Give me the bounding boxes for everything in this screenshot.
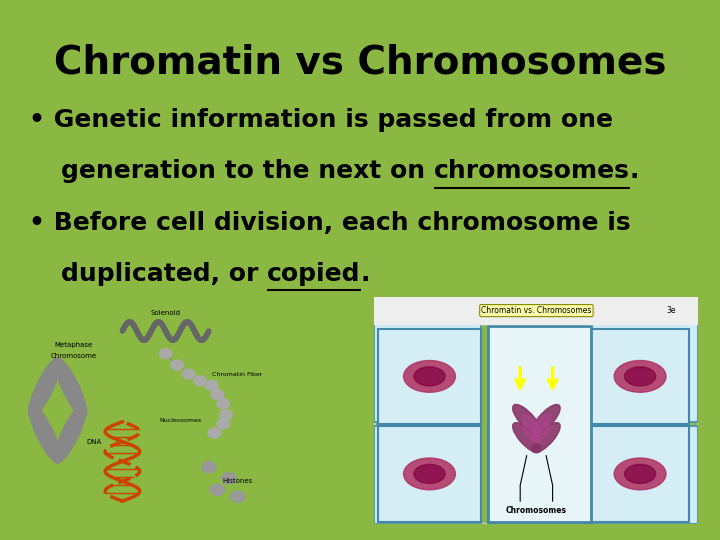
- Ellipse shape: [532, 423, 551, 443]
- Circle shape: [159, 349, 172, 359]
- Circle shape: [205, 381, 218, 390]
- Ellipse shape: [29, 358, 60, 417]
- Text: • Before cell division, each chromosome is: • Before cell division, each chromosome …: [29, 211, 631, 234]
- Ellipse shape: [532, 423, 560, 453]
- Bar: [592, 329, 688, 424]
- Text: Histones: Histones: [222, 478, 253, 484]
- Circle shape: [194, 376, 207, 386]
- Text: .: .: [630, 159, 639, 183]
- Circle shape: [171, 360, 184, 370]
- Circle shape: [211, 389, 224, 400]
- Bar: [585, 426, 698, 524]
- Bar: [491, 426, 588, 522]
- Ellipse shape: [403, 361, 456, 392]
- Ellipse shape: [414, 464, 445, 483]
- Circle shape: [217, 419, 230, 429]
- Circle shape: [222, 473, 236, 484]
- Text: Nucleosomes: Nucleosomes: [159, 418, 201, 423]
- Circle shape: [210, 484, 225, 496]
- Ellipse shape: [414, 367, 445, 386]
- Ellipse shape: [522, 423, 541, 443]
- Text: Chromatin Fiber: Chromatin Fiber: [212, 373, 263, 377]
- Ellipse shape: [513, 423, 541, 453]
- Text: duplicated, or: duplicated, or: [61, 262, 267, 286]
- Bar: [585, 324, 698, 422]
- Ellipse shape: [614, 458, 666, 490]
- Circle shape: [230, 491, 245, 502]
- Circle shape: [182, 369, 195, 379]
- Text: Solenoid: Solenoid: [150, 310, 181, 316]
- Bar: [374, 426, 482, 524]
- Circle shape: [208, 428, 221, 438]
- Circle shape: [217, 399, 230, 409]
- Ellipse shape: [614, 361, 666, 392]
- Text: Metaphase: Metaphase: [54, 342, 93, 348]
- Ellipse shape: [624, 367, 656, 386]
- Ellipse shape: [532, 404, 560, 435]
- Ellipse shape: [624, 464, 656, 483]
- Ellipse shape: [403, 458, 456, 490]
- Bar: [378, 426, 482, 522]
- Text: Chromosome: Chromosome: [50, 353, 96, 359]
- Ellipse shape: [522, 414, 541, 434]
- Bar: [488, 327, 592, 522]
- Circle shape: [220, 410, 233, 420]
- Text: 3e: 3e: [666, 306, 676, 315]
- Circle shape: [202, 461, 216, 473]
- Text: generation to the next on: generation to the next on: [61, 159, 434, 183]
- Text: chromosomes: chromosomes: [434, 159, 630, 183]
- Ellipse shape: [532, 414, 551, 434]
- Text: copied: copied: [267, 262, 361, 286]
- Ellipse shape: [513, 404, 541, 435]
- Bar: [374, 324, 482, 422]
- Bar: [378, 329, 482, 424]
- Ellipse shape: [29, 403, 60, 463]
- Ellipse shape: [55, 403, 86, 463]
- Text: .: .: [361, 262, 370, 286]
- Text: Chromatin vs Chromosomes: Chromatin vs Chromosomes: [54, 43, 666, 81]
- Text: DNA: DNA: [86, 440, 102, 445]
- Text: Chromosomes: Chromosomes: [506, 505, 567, 515]
- Bar: [374, 297, 698, 324]
- Bar: [488, 426, 595, 524]
- Text: Chromatin vs. Chromosomes: Chromatin vs. Chromosomes: [481, 306, 592, 315]
- Bar: [592, 426, 688, 522]
- Ellipse shape: [55, 358, 86, 417]
- Text: • Genetic information is passed from one: • Genetic information is passed from one: [29, 108, 613, 132]
